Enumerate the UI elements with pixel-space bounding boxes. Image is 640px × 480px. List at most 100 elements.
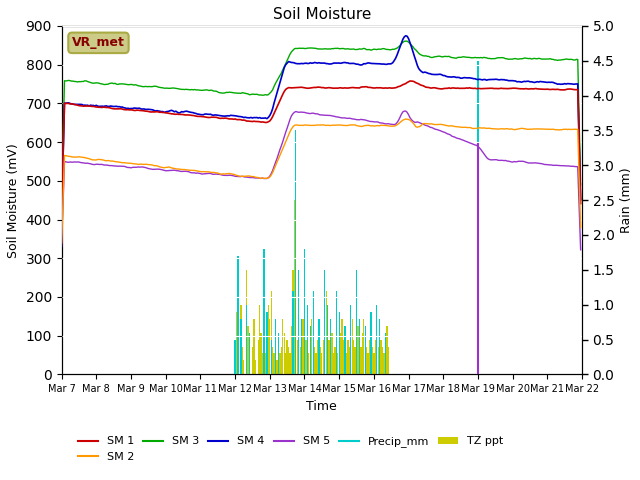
Bar	[385, 339, 386, 374]
Bar	[278, 339, 279, 374]
Bar	[385, 333, 386, 374]
Bar	[301, 353, 302, 374]
Bar	[477, 61, 479, 374]
Bar	[320, 347, 321, 374]
Bar	[237, 256, 239, 374]
Bar	[240, 305, 241, 374]
Bar	[305, 339, 307, 374]
Bar	[343, 339, 344, 374]
Bar	[234, 339, 236, 374]
Bar	[335, 291, 337, 374]
Bar	[249, 353, 250, 374]
Bar	[374, 339, 376, 374]
Bar	[298, 325, 300, 374]
Bar	[271, 339, 272, 374]
Bar	[308, 353, 310, 374]
Bar	[376, 319, 378, 374]
Bar	[333, 353, 334, 374]
Bar	[301, 319, 302, 374]
Y-axis label: Soil Moisture (mV): Soil Moisture (mV)	[7, 143, 20, 257]
Bar	[310, 333, 311, 374]
Bar	[327, 305, 328, 374]
Bar	[266, 347, 268, 374]
Bar	[243, 360, 244, 374]
Bar	[379, 319, 380, 374]
Bar	[321, 353, 323, 374]
Bar	[380, 339, 382, 374]
Bar	[288, 347, 289, 374]
Bar	[272, 347, 273, 374]
Bar	[269, 319, 271, 374]
Bar	[318, 325, 319, 374]
Bar	[328, 339, 330, 374]
Bar	[356, 291, 357, 374]
Bar	[253, 319, 255, 374]
Bar	[275, 319, 276, 374]
Legend: SM 1, SM 2, SM 3, SM 4, SM 5, Precip_mm, TZ ppt: SM 1, SM 2, SM 3, SM 4, SM 5, Precip_mm,…	[74, 432, 508, 467]
Bar	[287, 339, 288, 374]
Bar	[291, 325, 292, 374]
Bar	[340, 333, 341, 374]
Bar	[300, 347, 301, 374]
Bar	[378, 347, 379, 374]
Bar	[302, 319, 304, 374]
Bar	[326, 291, 327, 374]
Bar	[296, 339, 298, 374]
Bar	[355, 347, 356, 374]
Bar	[349, 347, 350, 374]
Bar	[246, 305, 247, 374]
Bar	[316, 353, 317, 374]
Bar	[279, 353, 280, 374]
Bar	[335, 339, 337, 374]
Title: Soil Moisture: Soil Moisture	[273, 7, 371, 22]
Bar	[240, 319, 241, 374]
Bar	[351, 319, 353, 374]
Bar	[371, 325, 372, 374]
Bar	[268, 305, 269, 374]
X-axis label: Time: Time	[307, 400, 337, 413]
Bar	[282, 319, 284, 374]
Bar	[382, 347, 383, 374]
Bar	[373, 353, 374, 374]
Bar	[292, 291, 294, 374]
Bar	[307, 305, 308, 374]
Bar	[372, 347, 373, 374]
Bar	[383, 353, 385, 374]
Bar	[318, 319, 319, 374]
Bar	[339, 347, 340, 374]
Bar	[234, 353, 236, 374]
Bar	[312, 291, 314, 374]
Bar	[344, 325, 346, 374]
Bar	[324, 305, 325, 374]
Bar	[263, 339, 265, 374]
Bar	[260, 333, 262, 374]
Bar	[362, 333, 363, 374]
Bar	[371, 312, 372, 374]
Bar	[330, 319, 331, 374]
Bar	[339, 312, 340, 374]
Bar	[317, 339, 318, 374]
Bar	[292, 270, 294, 374]
Bar	[330, 347, 331, 374]
Bar	[344, 347, 346, 374]
Bar	[310, 325, 311, 374]
Bar	[257, 339, 259, 374]
Bar	[275, 333, 276, 374]
Bar	[359, 339, 360, 374]
Bar	[237, 339, 239, 374]
Bar	[255, 360, 256, 374]
Bar	[242, 347, 243, 374]
Bar	[294, 200, 295, 374]
Bar	[334, 347, 335, 374]
Bar	[312, 339, 314, 374]
Text: VR_met: VR_met	[72, 36, 125, 49]
Bar	[360, 347, 362, 374]
Bar	[359, 319, 360, 374]
Bar	[327, 325, 328, 374]
Bar	[356, 270, 357, 374]
Bar	[350, 333, 351, 374]
Bar	[353, 339, 355, 374]
Bar	[284, 333, 285, 374]
Bar	[324, 270, 325, 374]
Bar	[252, 347, 253, 374]
